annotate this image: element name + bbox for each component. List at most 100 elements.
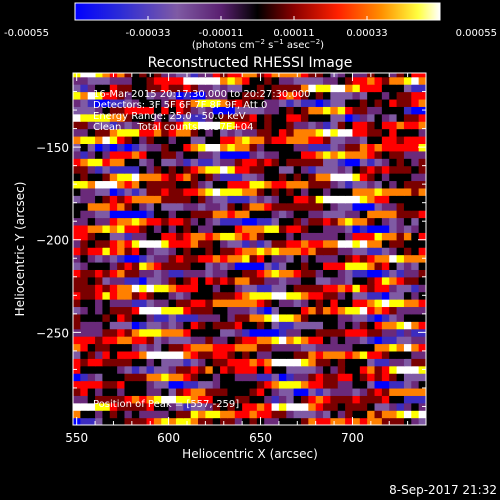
heatmap-cell xyxy=(146,402,155,411)
heatmap-cell xyxy=(308,395,317,404)
heatmap-cell xyxy=(300,395,309,404)
heatmap-cell xyxy=(242,365,251,374)
heatmap-cell xyxy=(153,321,162,330)
heatmap-cell xyxy=(124,402,133,411)
heatmap-cell xyxy=(389,402,398,411)
heatmap-cell xyxy=(212,135,221,144)
heatmap-cell xyxy=(367,232,376,241)
heatmap-cell xyxy=(403,269,412,278)
heatmap-cell xyxy=(102,98,111,107)
heatmap-cell xyxy=(183,143,192,152)
heatmap-cell xyxy=(315,173,324,182)
heatmap-cell xyxy=(330,195,339,204)
heatmap-cell xyxy=(411,76,420,85)
heatmap-cell xyxy=(109,402,118,411)
heatmap-cell xyxy=(323,224,331,233)
heatmap-cell xyxy=(175,276,184,285)
heatmap-cell xyxy=(161,173,170,182)
heatmap-cell xyxy=(227,417,236,425)
heatmap-cell xyxy=(124,217,133,226)
heatmap-cell xyxy=(220,239,229,248)
heatmap-cell xyxy=(374,135,383,144)
heatmap-cell xyxy=(220,113,229,122)
heatmap-cell xyxy=(234,306,243,315)
heatmap-cell xyxy=(102,380,111,389)
heatmap-cell xyxy=(124,380,133,389)
heatmap-image xyxy=(73,73,426,425)
heatmap-cell xyxy=(109,358,118,367)
heatmap-cell xyxy=(205,402,214,411)
heatmap-cell xyxy=(124,224,133,233)
heatmap-cell xyxy=(234,402,243,411)
heatmap-cell xyxy=(315,261,324,270)
heatmap-cell xyxy=(109,202,118,211)
heatmap-cell xyxy=(381,291,390,300)
heatmap-cell xyxy=(109,328,118,337)
heatmap-cell xyxy=(131,76,140,85)
heatmap-cell xyxy=(146,76,155,85)
heatmap-cell xyxy=(293,365,302,374)
heatmap-cell xyxy=(352,158,361,167)
heatmap-cell xyxy=(337,343,346,352)
heatmap-cell xyxy=(73,173,81,182)
heatmap-cell xyxy=(374,276,383,285)
heatmap-cell xyxy=(168,380,177,389)
heatmap-cell xyxy=(161,276,170,285)
heatmap-cell xyxy=(264,373,273,382)
heatmap-cell xyxy=(153,410,162,419)
heatmap-cell xyxy=(352,254,361,263)
heatmap-cell xyxy=(139,217,148,226)
heatmap-cell xyxy=(315,195,324,204)
heatmap-cell xyxy=(418,158,426,167)
heatmap-cell xyxy=(153,210,162,219)
heatmap-cell xyxy=(315,336,324,345)
heatmap-cell xyxy=(161,128,170,137)
heatmap-cell xyxy=(278,350,287,359)
heatmap-cell xyxy=(139,113,148,122)
heatmap-cell xyxy=(168,232,177,241)
heatmap-cell xyxy=(345,328,354,337)
heatmap-cell xyxy=(175,395,184,404)
heatmap-cell xyxy=(315,150,324,159)
heatmap-cell xyxy=(80,135,89,144)
heatmap-cell xyxy=(87,313,96,322)
heatmap-cell xyxy=(117,202,126,211)
heatmap-cell xyxy=(205,195,214,204)
heatmap-cell xyxy=(168,254,177,263)
heatmap-cell xyxy=(418,165,426,174)
heatmap-cell xyxy=(139,395,148,404)
heatmap-cell xyxy=(139,417,148,425)
heatmap-cell xyxy=(330,128,339,137)
heatmap-cell xyxy=(315,180,324,189)
heatmap-cell xyxy=(212,417,221,425)
heatmap-cell xyxy=(293,358,302,367)
heatmap-cell xyxy=(418,150,426,159)
heatmap-cell xyxy=(139,195,148,204)
heatmap-cell xyxy=(308,84,317,93)
heatmap-cell xyxy=(168,284,177,293)
heatmap-cell xyxy=(73,343,81,352)
heatmap-cell xyxy=(337,106,346,115)
heatmap-cell xyxy=(337,276,346,285)
heatmap-cell xyxy=(352,276,361,285)
heatmap-cell xyxy=(278,187,287,196)
heatmap-cell xyxy=(109,187,118,196)
heatmap-cell xyxy=(242,380,251,389)
heatmap-cell xyxy=(131,365,140,374)
heatmap-cell xyxy=(205,269,214,278)
heatmap-cell xyxy=(242,247,251,256)
heatmap-cell xyxy=(190,417,199,425)
heatmap-cell xyxy=(205,380,214,389)
heatmap-cell xyxy=(411,165,420,174)
heatmap-cell xyxy=(124,91,133,100)
heatmap-cell xyxy=(256,224,265,233)
peak-position-label: Position of Peak = [557,-259] xyxy=(93,399,239,410)
heatmap-cell xyxy=(212,350,221,359)
heatmap-cell xyxy=(161,232,170,241)
heatmap-cell xyxy=(80,84,89,93)
heatmap-cell xyxy=(234,165,243,174)
heatmap-cell xyxy=(352,380,361,389)
heatmap-cell xyxy=(374,321,383,330)
heatmap-cell xyxy=(396,373,405,382)
heatmap-cell xyxy=(227,402,236,411)
